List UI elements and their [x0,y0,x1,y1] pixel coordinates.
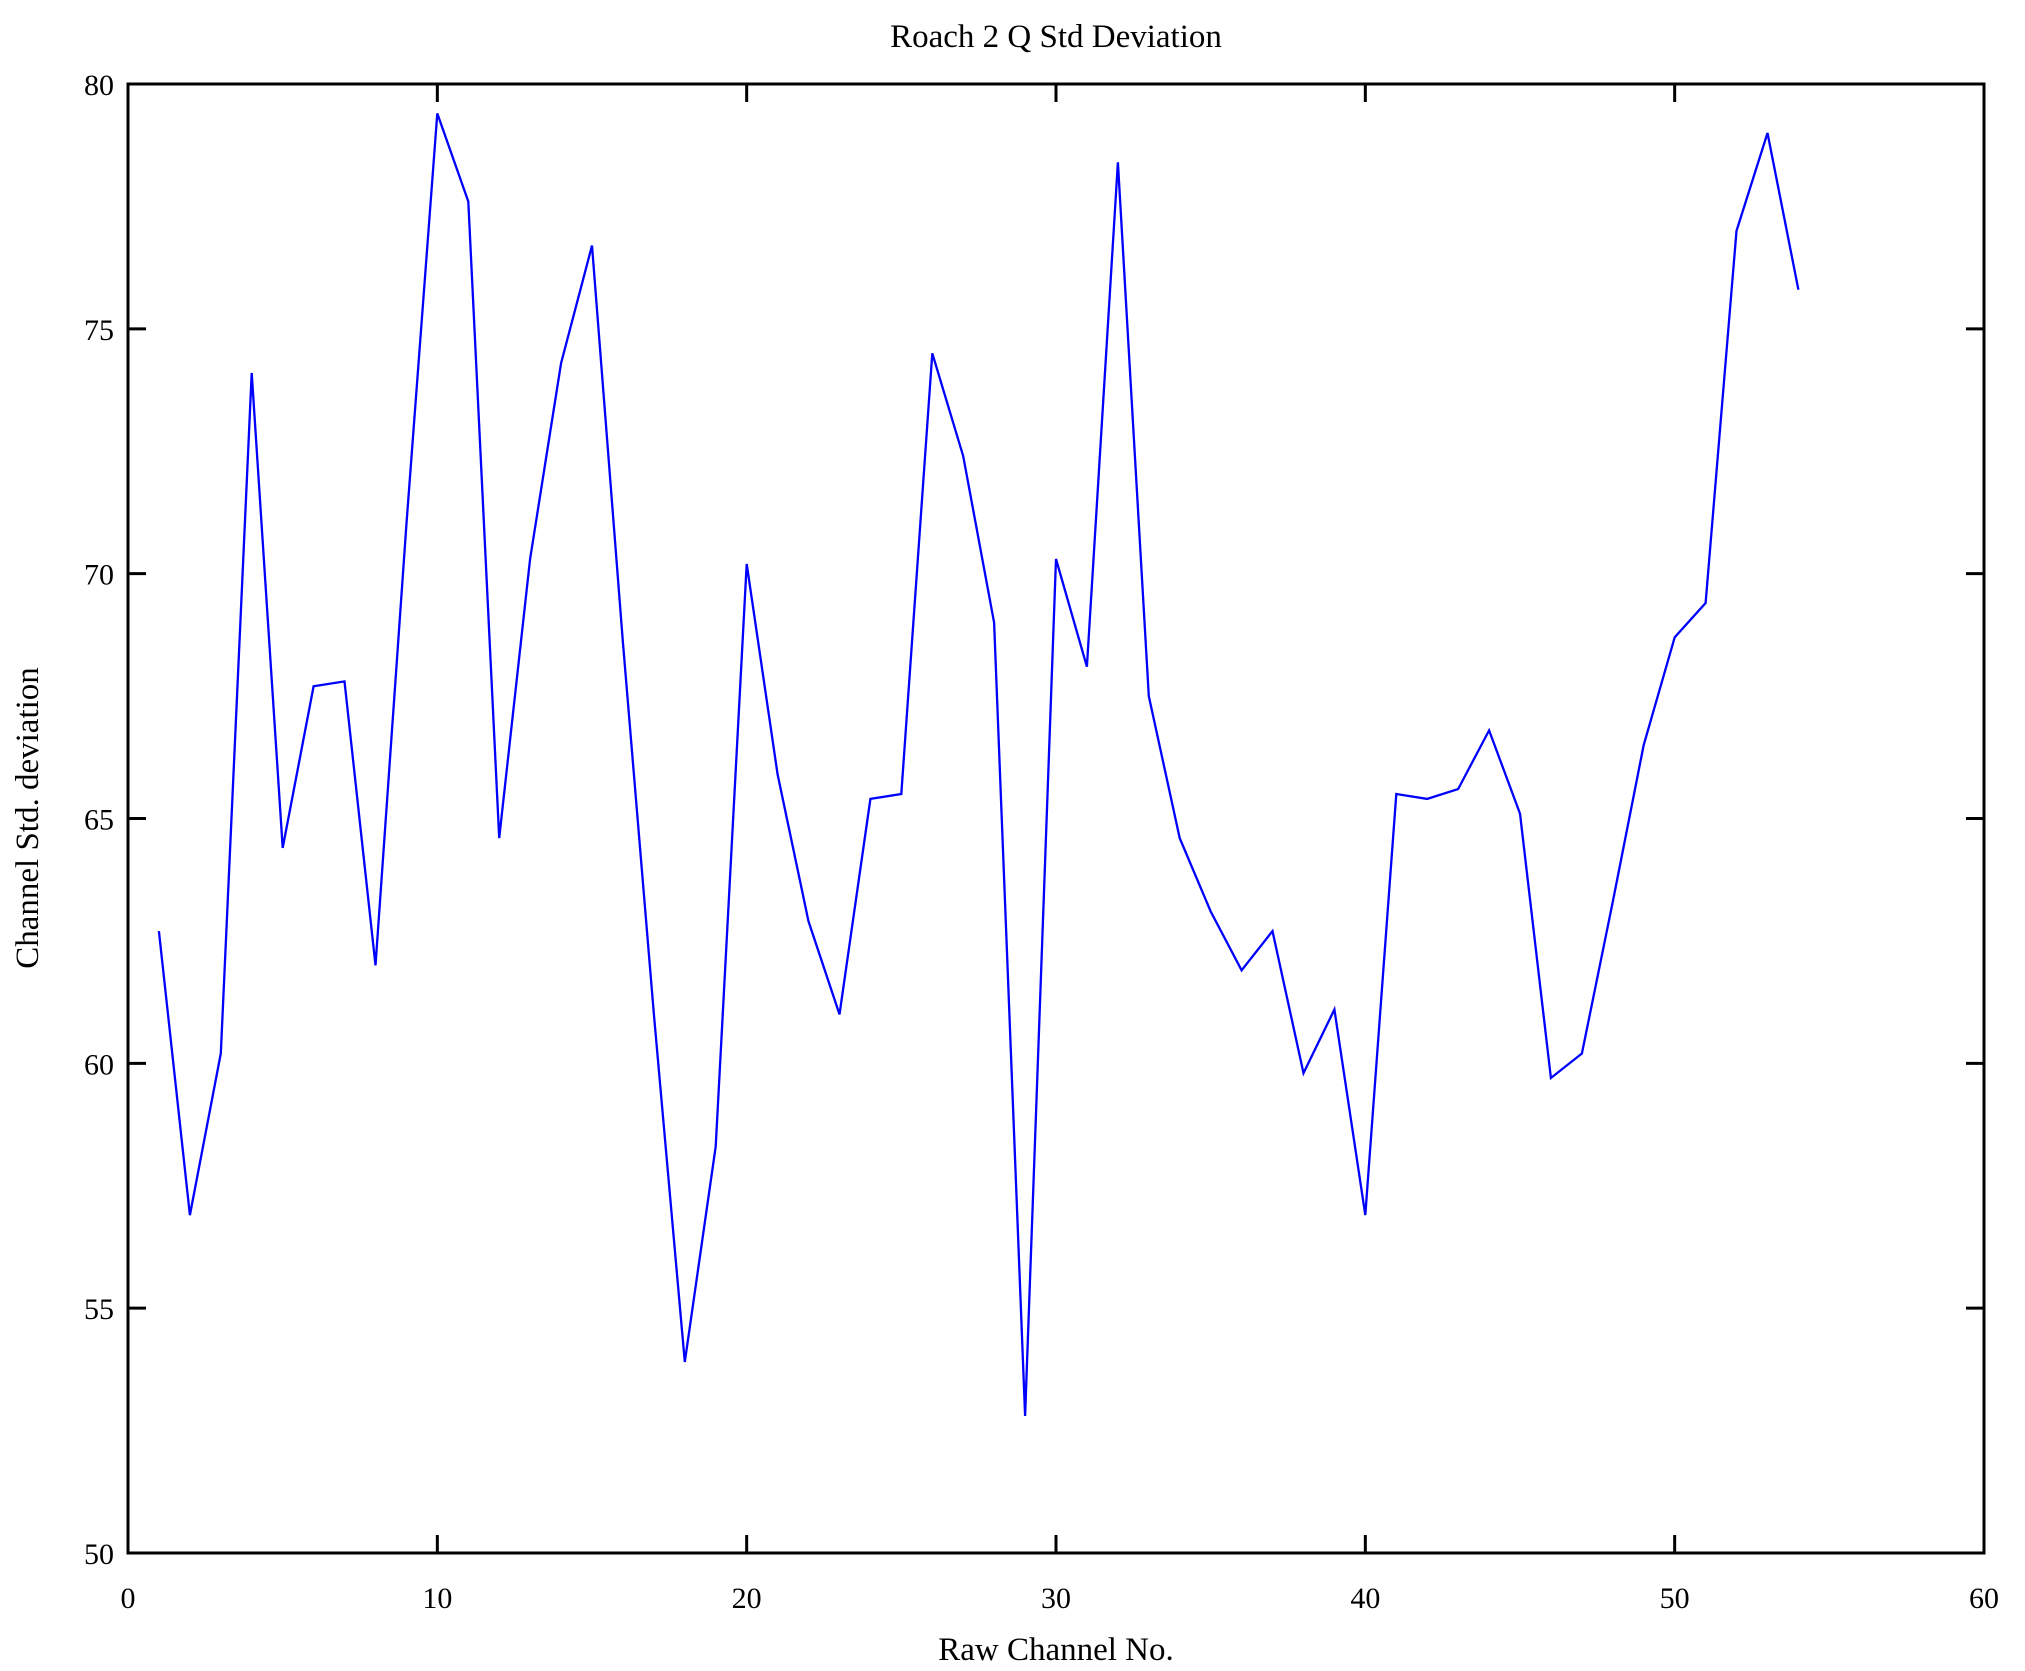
y-tick-label: 80 [84,69,114,102]
x-tick-label: 20 [732,1582,762,1615]
x-tick-label: 40 [1350,1582,1380,1615]
data-line [157,113,1800,1416]
y-tick-label: 75 [84,314,114,347]
y-tick-label: 50 [84,1538,114,1571]
data-series-group [157,113,1800,1416]
x-tick-label: 30 [1041,1582,1071,1615]
chart-title: Roach 2 Q Std Deviation [890,19,1222,55]
x-tick-label: 60 [1969,1582,1999,1615]
tick-labels: 0 10 20 30 40 50 60 50 55 60 65 70 75 80 [84,69,1999,1615]
x-tick-label: 10 [422,1582,452,1615]
y-axis-label: Channel Std. deviation [10,667,46,969]
y-tick-label: 70 [84,559,114,592]
y-tick-label: 55 [84,1293,114,1326]
y-tick-label: 65 [84,804,114,837]
x-tick-label: 50 [1660,1582,1690,1615]
y-tick-label: 60 [84,1048,114,1081]
tick-marks [126,82,1986,1555]
x-tick-label: 0 [121,1582,136,1615]
x-axis-label: Raw Channel No. [938,1632,1174,1668]
plot-box [126,82,1986,1555]
